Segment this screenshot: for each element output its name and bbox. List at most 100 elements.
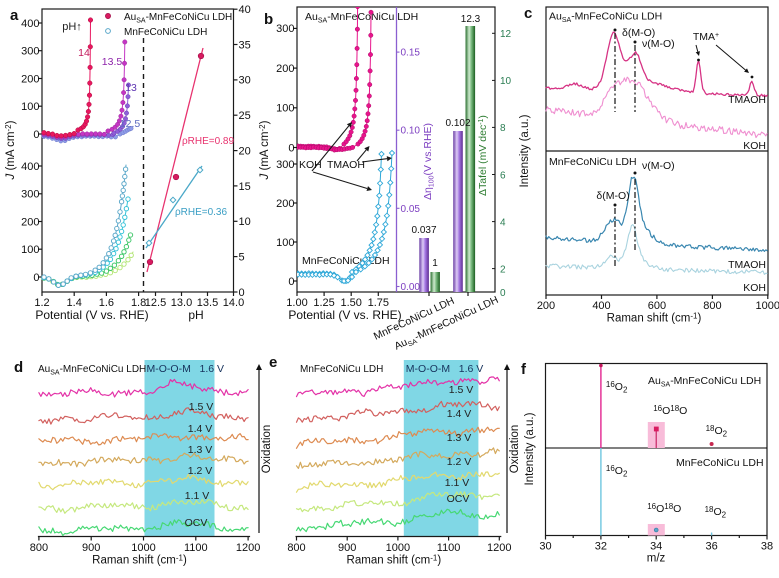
svg-text:AuSA-MnFeCoNiCu LDH: AuSA-MnFeCoNiCu LDH [305,11,418,25]
svg-text:MnFeCoNiCu LDH: MnFeCoNiCu LDH [300,364,383,375]
svg-text:400: 400 [21,161,39,173]
svg-text:Potential (V vs. RHE): Potential (V vs. RHE) [288,308,401,322]
svg-text:m/z: m/z [647,553,666,565]
svg-text:14: 14 [78,47,90,59]
svg-text:1.4 V: 1.4 V [447,408,472,420]
svg-text:13.5: 13.5 [197,297,218,309]
svg-text:4: 4 [500,217,506,228]
svg-text:1200: 1200 [487,542,511,554]
svg-text:12.5: 12.5 [120,118,141,130]
svg-text:AuSA-MnFeCoNiCu LDH: AuSA-MnFeCoNiCu LDH [549,11,662,25]
svg-text:15: 15 [239,181,251,193]
svg-text:1100: 1100 [184,542,208,554]
svg-text:0: 0 [33,129,39,141]
svg-text:0.15: 0.15 [401,48,421,59]
svg-text:0.00: 0.00 [401,282,421,293]
svg-text:δ(M-O): δ(M-O) [596,190,629,202]
svg-text:38: 38 [761,541,773,553]
svg-text:J (mA cm-2): J (mA cm-2) [258,120,271,180]
svg-text:300: 300 [276,159,294,171]
svg-text:Raman shift (cm-1): Raman shift (cm-1) [92,554,187,567]
svg-text:400: 400 [21,18,39,30]
svg-text:MnFeCoNiCu LDH: MnFeCoNiCu LDH [676,457,764,469]
svg-text:1.8: 1.8 [131,297,146,309]
svg-text:34: 34 [650,541,662,553]
svg-text:400: 400 [592,300,610,312]
svg-text:ν(M-O): ν(M-O) [642,160,675,172]
svg-text:200: 200 [537,300,555,312]
svg-text:f: f [521,361,527,378]
svg-text:M-O-O-M: M-O-O-M [406,363,450,375]
svg-text:1.5 V: 1.5 V [189,401,214,413]
svg-text:1000: 1000 [756,300,779,312]
svg-text:pH: pH [188,308,203,322]
svg-text:100: 100 [21,244,39,256]
svg-text:600: 600 [648,300,666,312]
svg-text:AuSA-MnFeCoNiCu LDH: AuSA-MnFeCoNiCu LDH [124,12,232,25]
svg-text:1.2 V: 1.2 V [188,465,213,477]
svg-text:Δη100(V vs.RHE): Δη100(V vs.RHE) [422,123,436,200]
svg-text:0.102: 0.102 [445,118,470,129]
svg-text:0.037: 0.037 [411,225,436,236]
svg-text:KOH: KOH [743,282,766,294]
svg-text:1.75: 1.75 [368,297,389,309]
svg-text:1.3 V: 1.3 V [188,444,213,456]
svg-text:1.5 V: 1.5 V [449,384,474,396]
svg-text:ρRHE=0.36: ρRHE=0.36 [175,207,228,218]
svg-text:KOH: KOH [743,140,766,152]
svg-text:Potential (V vs. RHE): Potential (V vs. RHE) [35,308,148,322]
svg-text:TMA+: TMA+ [693,31,719,43]
svg-text:13: 13 [125,82,137,94]
svg-text:Intensity (a.u.): Intensity (a.u.) [524,412,536,485]
svg-text:100: 100 [276,103,294,115]
svg-text:TMAOH: TMAOH [327,159,365,171]
svg-text:0.05: 0.05 [401,204,421,215]
svg-text:16O2: 16O2 [606,464,628,479]
svg-text:800: 800 [30,542,48,554]
svg-text:1.00: 1.00 [286,297,307,309]
svg-text:1200: 1200 [236,542,260,554]
svg-text:1.25: 1.25 [313,297,334,309]
svg-text:13.0: 13.0 [171,297,192,309]
svg-text:1000: 1000 [131,542,155,554]
svg-text:18O2: 18O2 [706,424,728,439]
svg-text:1.6 V: 1.6 V [200,363,225,375]
svg-text:1.6 V: 1.6 V [459,363,484,375]
svg-text:2: 2 [500,264,506,275]
svg-text:1.4: 1.4 [67,297,82,309]
svg-text:0.10: 0.10 [401,126,421,137]
svg-text:16O2: 16O2 [606,380,628,395]
svg-text:10: 10 [500,76,512,87]
svg-text:1.2: 1.2 [34,297,49,309]
svg-text:800: 800 [287,542,305,554]
svg-text:TMAOH: TMAOH [728,94,766,106]
svg-text:AuSA-MnFeCoNiCu LDH: AuSA-MnFeCoNiCu LDH [38,364,146,377]
svg-text:30: 30 [239,75,251,87]
svg-text:800: 800 [703,300,721,312]
svg-text:12: 12 [500,29,512,40]
svg-text:32: 32 [595,541,607,553]
svg-text:pH↑: pH↑ [62,21,82,33]
svg-text:300: 300 [21,189,39,201]
svg-text:12.5: 12.5 [145,297,166,309]
svg-text:AuSA-MnFeCoNiCu LDH: AuSA-MnFeCoNiCu LDH [648,375,761,389]
svg-text:900: 900 [338,542,356,554]
svg-text:MnFeCoNiCu LDH: MnFeCoNiCu LDH [549,156,637,168]
svg-text:12.3: 12.3 [461,14,481,25]
svg-text:1000: 1000 [386,542,410,554]
svg-text:0: 0 [239,287,245,299]
svg-text:OCV: OCV [447,493,470,505]
svg-text:1.1 V: 1.1 V [185,490,210,502]
svg-text:d: d [14,359,23,376]
svg-text:16O18O: 16O18O [653,404,687,417]
svg-text:Raman shift (cm-1): Raman shift (cm-1) [607,312,702,325]
svg-text:Intensity (a.u.): Intensity (a.u.) [519,114,531,187]
svg-text:1.50: 1.50 [340,297,361,309]
svg-text:0: 0 [288,276,294,288]
svg-text:1: 1 [432,258,438,269]
svg-text:TMAOH: TMAOH [728,259,766,271]
svg-text:OCV: OCV [185,517,208,529]
svg-text:25: 25 [239,110,251,122]
svg-text:10: 10 [239,216,251,228]
svg-text:0: 0 [500,288,506,299]
